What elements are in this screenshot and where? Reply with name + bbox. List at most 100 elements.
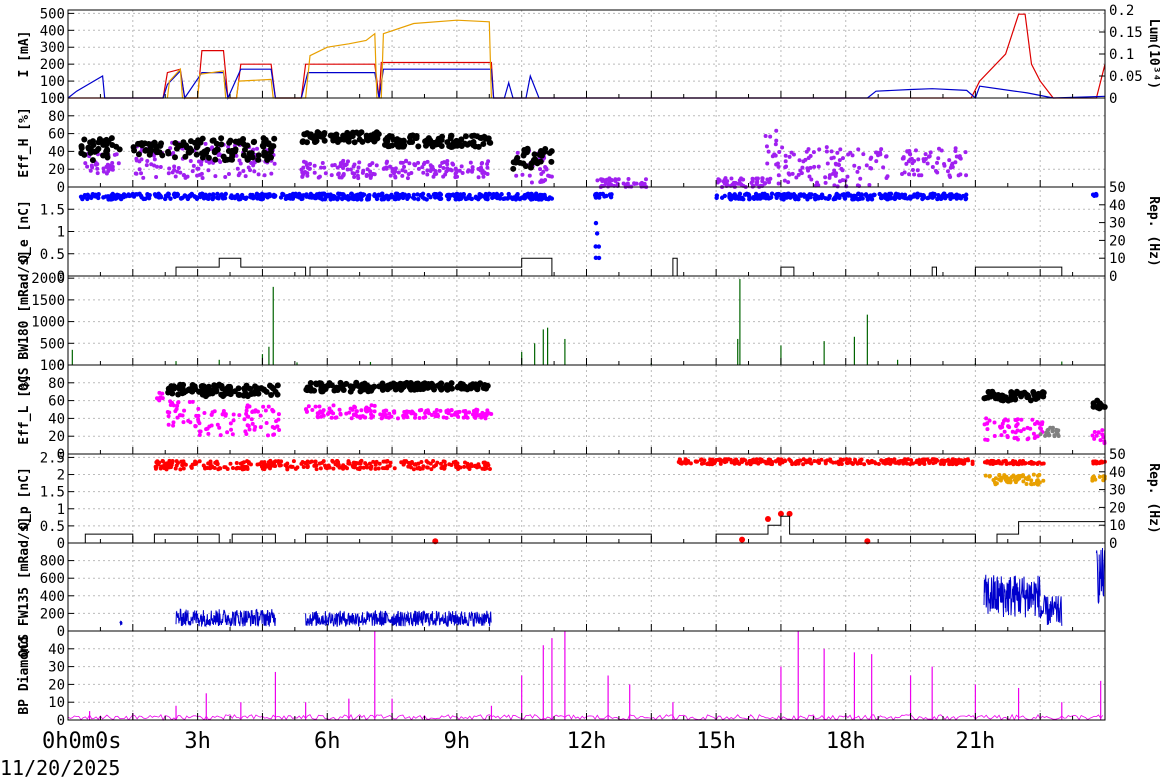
data-point — [770, 154, 775, 159]
data-point — [449, 413, 454, 418]
data-point — [307, 161, 312, 166]
right-tick-label: 20 — [1109, 233, 1126, 249]
data-point — [840, 156, 845, 161]
data-point — [447, 132, 454, 139]
data-point — [226, 171, 231, 176]
data-point — [430, 382, 437, 389]
data-point — [1008, 396, 1015, 403]
data-point — [869, 197, 875, 202]
data-point — [459, 194, 465, 199]
data-point — [963, 196, 968, 202]
data-point — [502, 196, 508, 201]
y-tick-label: 60 — [48, 127, 65, 143]
data-point — [755, 193, 760, 199]
data-point — [840, 178, 845, 183]
data-point — [889, 458, 894, 463]
data-point — [954, 196, 959, 201]
data-point — [304, 163, 309, 168]
data-point — [415, 466, 420, 471]
data-point — [515, 191, 520, 197]
data-point — [437, 196, 443, 202]
data-point — [598, 191, 603, 197]
data-point — [932, 191, 937, 197]
data-point — [100, 152, 107, 159]
data-point — [85, 196, 90, 202]
data-point — [165, 409, 170, 414]
data-point — [876, 461, 881, 466]
data-point — [312, 138, 319, 145]
data-point — [791, 152, 796, 157]
data-point — [390, 136, 397, 143]
data-point — [485, 408, 490, 413]
data-point — [593, 194, 599, 200]
y-tick-label: 400 — [40, 589, 65, 605]
data-point — [1032, 422, 1037, 427]
data-point — [197, 433, 202, 438]
data-point — [1029, 482, 1034, 487]
data-point — [369, 403, 374, 408]
data-point — [463, 196, 469, 202]
data-point — [366, 193, 371, 199]
data-point — [276, 412, 281, 417]
data-point — [361, 168, 366, 173]
data-point — [1008, 389, 1015, 396]
data-point — [510, 165, 517, 172]
data-point — [173, 466, 178, 471]
data-point — [992, 480, 997, 485]
data-point — [735, 195, 740, 200]
data-point — [419, 460, 424, 465]
data-point — [358, 415, 363, 420]
data-point — [197, 459, 202, 464]
data-point — [1035, 478, 1040, 483]
data-point — [223, 465, 228, 470]
data-point — [815, 183, 820, 188]
data-point — [915, 168, 920, 173]
x-tick-label: 6h — [314, 729, 341, 754]
data-point — [318, 466, 323, 471]
right-tick-label: 50 — [1109, 447, 1126, 463]
data-point — [228, 461, 233, 466]
data-point — [373, 466, 378, 471]
data-point — [479, 415, 484, 420]
data-point — [893, 191, 899, 197]
data-point — [845, 174, 850, 179]
data-point — [643, 177, 648, 182]
data-point — [95, 171, 100, 176]
data-point — [941, 458, 946, 463]
data-point — [314, 467, 319, 472]
data-point — [816, 164, 821, 169]
data-point — [345, 167, 350, 172]
data-point — [236, 173, 241, 178]
data-point — [340, 386, 347, 393]
data-point — [314, 463, 319, 468]
data-point — [907, 148, 912, 153]
data-point — [327, 410, 332, 415]
y-tick-label: 30 — [48, 660, 65, 676]
data-point — [869, 458, 874, 463]
data-point — [774, 128, 779, 133]
data-point — [480, 141, 487, 148]
data-point — [985, 438, 990, 443]
data-point — [218, 160, 223, 165]
data-point — [1004, 461, 1009, 466]
data-point — [796, 461, 801, 466]
data-point — [593, 244, 598, 249]
data-point — [936, 193, 941, 198]
data-point — [494, 191, 500, 197]
data-point — [273, 459, 278, 464]
data-point — [392, 466, 397, 471]
data-point — [341, 166, 346, 171]
x-tick-label: 9h — [444, 729, 471, 754]
data-point — [405, 176, 410, 181]
data-point — [764, 144, 769, 149]
data-point — [432, 172, 437, 177]
data-point — [293, 193, 298, 198]
data-point — [446, 167, 451, 172]
data-point — [879, 195, 884, 201]
data-point — [763, 133, 768, 138]
data-point — [376, 193, 381, 198]
data-point — [276, 461, 281, 466]
data-point — [176, 400, 181, 405]
data-point — [865, 194, 870, 200]
